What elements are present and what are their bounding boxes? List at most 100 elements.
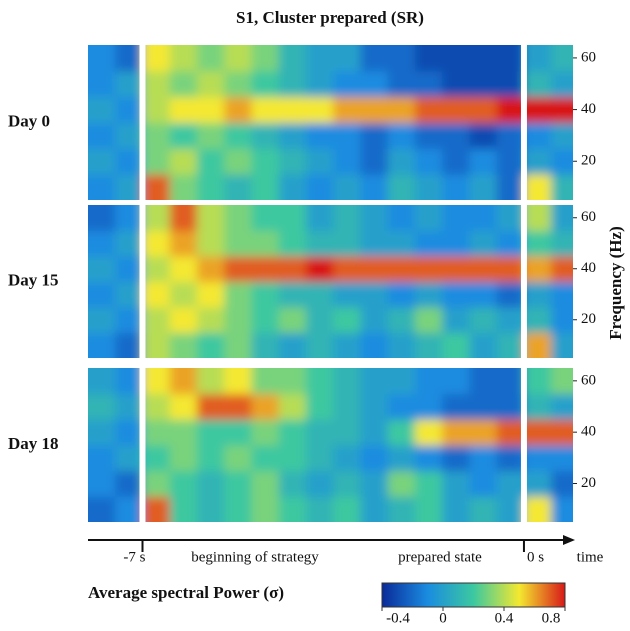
heatmap-cell [387,368,416,395]
heatmap-cell [442,496,470,522]
heatmap-cell [305,230,334,257]
heatmap-cell [360,445,389,472]
heatmap-cell [523,96,552,123]
heatmap-cell [142,368,171,395]
time-arrow [563,535,575,545]
heatmap-cell [333,445,361,472]
heatmap-cell [251,256,280,282]
heatmap-cell [551,419,573,446]
heatmap-cell [551,393,573,420]
heatmap-cell [414,96,443,123]
heatmap-cell [305,307,334,333]
heatmap-cell [305,393,334,420]
heatmap-cell [142,174,171,200]
heatmap-cell [414,256,443,282]
panel [88,45,573,200]
heatmap-cell [414,307,443,333]
heatmap-cell [523,256,552,282]
heatmap-cell [360,174,389,200]
heatmap-cell [551,256,573,282]
heatmap-cell [496,332,525,358]
heatmap-cell [496,45,525,72]
heatmap-cell [169,122,198,149]
heatmap-cell [414,332,443,358]
heatmap-cell [469,281,498,308]
panel-label: Day 18 [8,434,59,453]
heatmap-cell [305,70,334,98]
heatmap-cell [115,281,143,308]
colorbar-tick-label: 0.8 [542,610,561,626]
heatmap-cell [196,496,225,522]
heatmap-cell [523,307,552,333]
heatmap-cell [523,419,552,446]
heatmap-cell [387,45,416,72]
heatmap-cell [251,45,280,72]
heatmap-cell [305,96,334,123]
heatmap-cell [169,419,198,446]
heatmap-cell [442,174,470,200]
heatmap-cell [360,307,389,333]
heatmap-cell [523,45,552,72]
heatmap-cell [496,70,525,98]
heatmap-cell [196,96,225,123]
heatmap-cell [469,205,498,231]
heatmap-cell [142,205,171,231]
heatmap-cell [196,174,225,200]
heatmap-cell [169,281,198,308]
heatmap-cell [115,205,143,231]
heatmap-cell [305,148,334,175]
heatmap-cell [442,332,470,358]
heatmap-cell [115,470,143,497]
heatmap-cell [333,230,361,257]
heatmap-cell [333,96,361,123]
heatmap-cell [251,205,280,231]
heatmap-cell [387,230,416,257]
heatmap-cell [496,96,525,123]
heatmap-cell [333,256,361,282]
heatmap-cell [360,332,389,358]
heatmap-cell [88,419,116,446]
heatmap-cell [551,368,573,395]
heatmap-cell [496,230,525,257]
heatmap-cell [360,205,389,231]
heatmap-cell [442,122,470,149]
heatmap-cell [523,70,552,98]
heatmap-cell [224,445,252,472]
heatmap-cell [115,496,143,522]
heatmap-cell [414,393,443,420]
y-tick-label: 20 [581,475,596,491]
colorbar [381,582,566,608]
heatmap-cell [196,393,225,420]
heatmap-cell [278,174,307,200]
heatmap-cell [251,419,280,446]
heatmap-cell [169,96,198,123]
heatmap-cells [88,45,573,200]
heatmap-cell [360,148,389,175]
heatmap-cell [115,368,143,395]
heatmap-cell [115,393,143,420]
heatmap-cell [387,174,416,200]
heatmap-cell [469,496,498,522]
heatmap-cell [224,281,252,308]
heatmap-cell [224,256,252,282]
heatmap-cell [251,393,280,420]
panel [88,368,573,522]
heatmap-cell [496,307,525,333]
heatmap-cell [333,281,361,308]
heatmap-cell [442,281,470,308]
heatmap-cell [278,368,307,395]
heatmap-cell [196,332,225,358]
heatmap-cell [387,419,416,446]
heatmap-cell [414,368,443,395]
heatmap-cell [360,230,389,257]
heatmap-cell [523,281,552,308]
heatmap-cell [551,96,573,123]
heatmap-cell [169,368,198,395]
heatmap-cell [278,332,307,358]
heatmap-cell [333,174,361,200]
heatmap-cell [414,70,443,98]
heatmap-cell [442,205,470,231]
heatmap-cell [88,230,116,257]
heatmap-cell [469,174,498,200]
heatmap-cell [551,332,573,358]
